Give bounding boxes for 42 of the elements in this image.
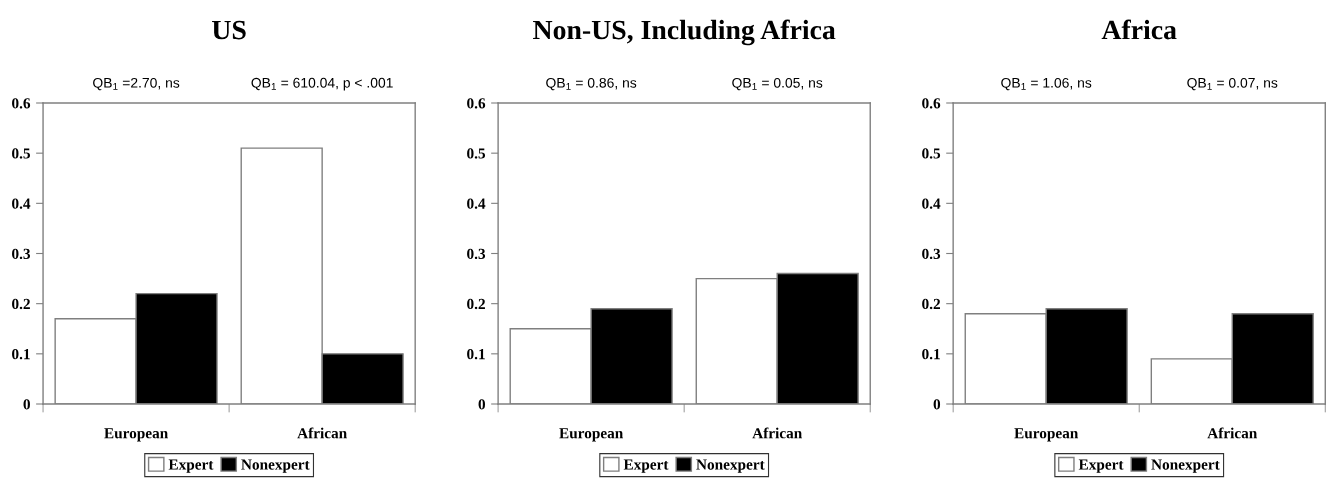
legend-label: Nonexpert	[241, 459, 310, 473]
y-tick-label: 0.2	[922, 298, 940, 310]
x-tick-label: European	[1014, 428, 1079, 442]
x-tick-label: European	[559, 428, 624, 442]
y-tick-label: 0.3	[922, 248, 941, 260]
x-tick-label: African	[297, 427, 347, 439]
legend-label: Nonexpert	[696, 459, 765, 473]
chart-title: US	[212, 20, 246, 40]
legend-label: Expert	[1078, 459, 1124, 473]
y-tick-label: 0.6	[467, 98, 486, 109]
y-tick-label: 0.1	[922, 348, 940, 360]
y-tick-label: 0.5	[467, 148, 486, 159]
y-tick-label: 0.5	[922, 148, 941, 159]
chart-title: Non-US, Including Africa	[533, 19, 836, 46]
x-tick-label: African	[752, 427, 802, 439]
x-tick-label: African	[1207, 427, 1258, 439]
y-tick-label: 0.6	[922, 98, 941, 109]
y-tick-label: 0.1	[12, 348, 30, 360]
text: QB$_{1}$ = 610.04, p < .001	[251, 77, 393, 91]
text: QB$_{1}$ = 1.06, ns	[1001, 77, 1092, 91]
y-tick-label: 0.3	[12, 248, 31, 260]
y-tick-label: 0.6	[12, 98, 31, 109]
y-tick-label: 0.1	[467, 348, 485, 360]
text: QB$_{1}$ = 0.07, ns	[1187, 77, 1278, 91]
y-tick-label: 0.3	[467, 248, 486, 260]
text: QB$_{1}$ = 0.05, ns	[732, 77, 823, 91]
y-tick-label: 0.4	[467, 198, 486, 209]
y-tick-label: 0	[23, 399, 30, 410]
chart-title: Africa	[1101, 19, 1177, 40]
text: QB$_{1}$ = 0.86, ns	[546, 77, 637, 91]
y-tick-label: 0.4	[12, 198, 31, 209]
y-tick-label: 0.2	[467, 298, 485, 310]
y-tick-label: 0	[933, 399, 941, 410]
y-tick-label: 0	[478, 399, 486, 410]
x-tick-label: European	[104, 428, 168, 442]
legend-label: Expert	[168, 459, 214, 473]
legend-label: Expert	[623, 459, 669, 473]
y-tick-label: 0.2	[12, 298, 30, 310]
text: QB$_{1}$ =2.70, ns	[93, 77, 180, 91]
y-tick-label: 0.4	[922, 198, 941, 209]
legend-label: Nonexpert	[1151, 459, 1220, 473]
y-tick-label: 0.5	[12, 148, 30, 159]
